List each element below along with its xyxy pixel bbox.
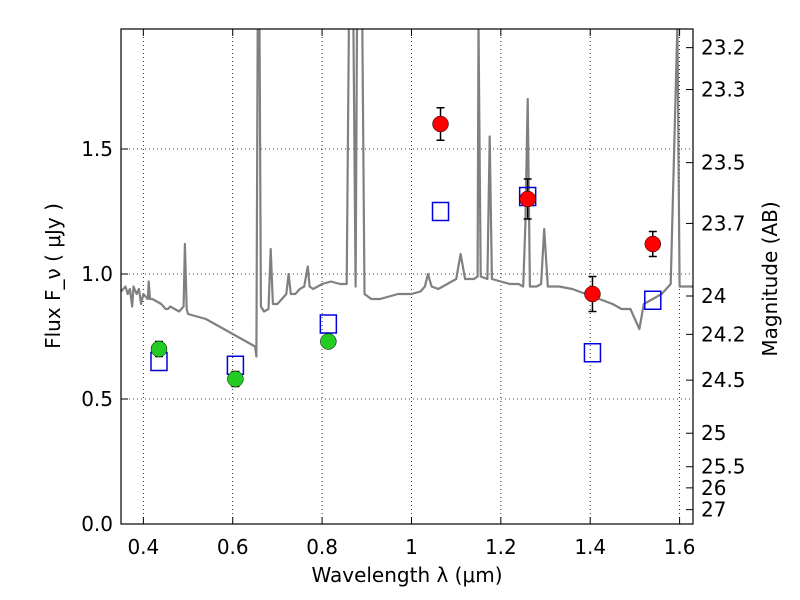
y-tick-label: 1.5 bbox=[81, 137, 113, 161]
mag-tick-label: 23.7 bbox=[701, 211, 746, 235]
axis-ticks: 0.4 0.6 0.8 1 1.2 1.4 1.6 0.0 0.5 1.0 1.5 23.2 23.3 2… bbox=[81, 29, 746, 559]
mag-tick-label: 23.5 bbox=[701, 151, 746, 175]
x-tick-label: 1.4 bbox=[574, 535, 606, 559]
x-tick-label: 1.2 bbox=[485, 535, 517, 559]
y-axis-title: Flux F_ν ( μJy ) bbox=[41, 203, 65, 349]
mag-tick-label: 25 bbox=[701, 421, 726, 445]
y-tick-label: 1.0 bbox=[81, 262, 113, 286]
observed-point bbox=[584, 285, 601, 303]
observed-point bbox=[227, 370, 244, 388]
spectrum-layer bbox=[121, 29, 693, 358]
mag-tick-label: 26 bbox=[701, 476, 726, 500]
observed-point bbox=[644, 235, 662, 253]
y-tick-label: 0.5 bbox=[81, 387, 113, 411]
model-spectrum-line bbox=[121, 29, 693, 358]
mag-tick-label: 23.2 bbox=[701, 36, 746, 60]
x-tick-label: 1.6 bbox=[664, 535, 696, 559]
model-photometry-square bbox=[319, 314, 338, 334]
mag-tick-label: 24 bbox=[701, 284, 726, 308]
observed-point bbox=[150, 340, 168, 358]
mag-tick-label: 24.2 bbox=[701, 322, 746, 346]
plot-background bbox=[121, 29, 693, 524]
plot-frame bbox=[120, 28, 694, 525]
mag-tick-label: 24.5 bbox=[701, 368, 746, 392]
x-axis-title: Wavelength λ (μm) bbox=[311, 563, 502, 587]
mag-tick-label: 23.3 bbox=[701, 78, 746, 102]
model-photometry-square bbox=[431, 201, 450, 222]
y-tick-label: 0.0 bbox=[81, 512, 113, 536]
points-layer bbox=[150, 107, 662, 388]
mag-tick-label: 25.5 bbox=[701, 455, 746, 479]
x-tick-label: 1 bbox=[405, 535, 418, 559]
model-photometry-square bbox=[583, 343, 602, 363]
x-tick-label: 0.6 bbox=[217, 535, 249, 559]
x-tick-label: 0.4 bbox=[127, 535, 159, 559]
observed-point bbox=[432, 115, 449, 133]
mag-tick-label: 27 bbox=[701, 498, 726, 522]
x-tick-label: 0.8 bbox=[306, 535, 338, 559]
observed-point bbox=[519, 190, 536, 208]
observed-point bbox=[320, 333, 337, 350]
right-axis-title: Magnitude (AB) bbox=[758, 201, 782, 356]
model-photometry-square bbox=[644, 290, 662, 310]
